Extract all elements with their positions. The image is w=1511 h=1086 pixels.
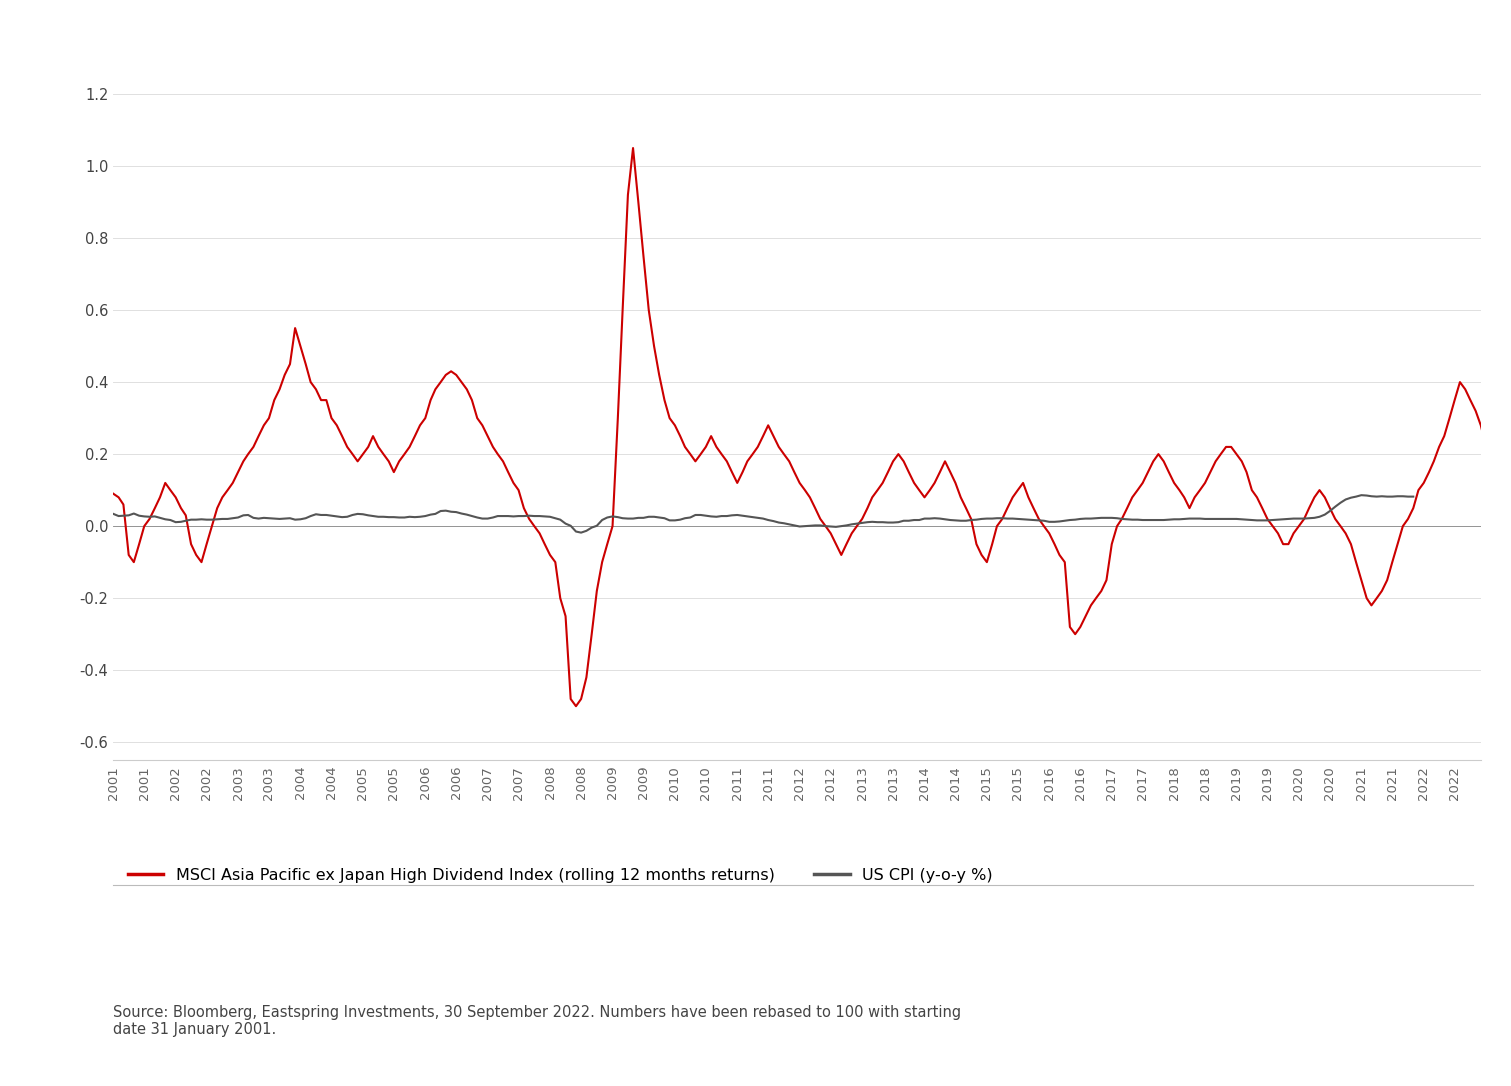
Text: Source: Bloomberg, Eastspring Investments, 30 September 2022. Numbers have been : Source: Bloomberg, Eastspring Investment…	[113, 1005, 961, 1037]
Legend: MSCI Asia Pacific ex Japan High Dividend Index (rolling 12 months returns), US C: MSCI Asia Pacific ex Japan High Dividend…	[121, 861, 999, 889]
